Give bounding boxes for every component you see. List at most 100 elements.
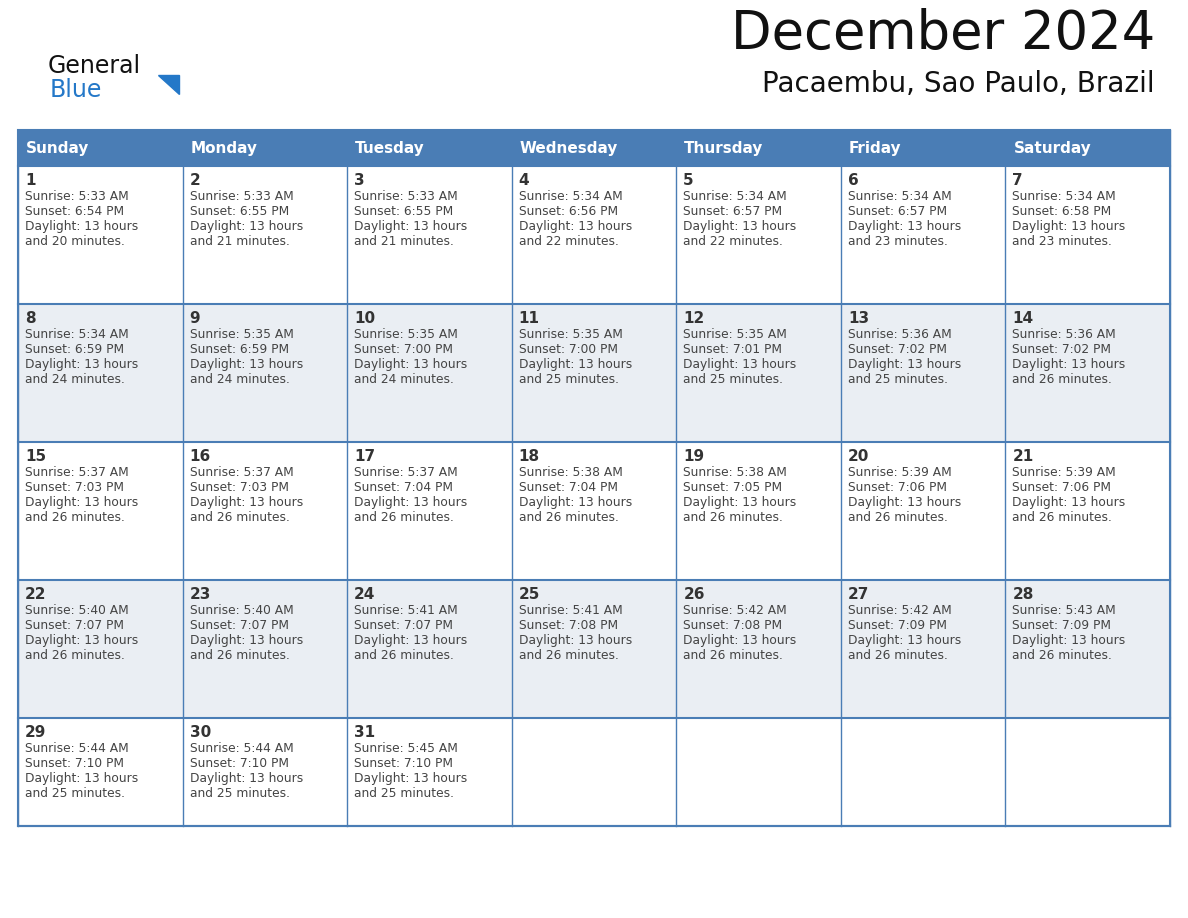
- Text: Daylight: 13 hours: Daylight: 13 hours: [25, 220, 138, 233]
- Text: and 26 minutes.: and 26 minutes.: [848, 649, 948, 662]
- Text: Sunset: 7:07 PM: Sunset: 7:07 PM: [354, 619, 453, 632]
- Text: Tuesday: Tuesday: [355, 140, 425, 155]
- Text: Sunrise: 5:41 AM: Sunrise: 5:41 AM: [354, 604, 457, 617]
- Text: and 26 minutes.: and 26 minutes.: [848, 511, 948, 524]
- Text: 23: 23: [190, 587, 211, 602]
- Text: and 23 minutes.: and 23 minutes.: [848, 235, 948, 248]
- Text: Monday: Monday: [190, 140, 258, 155]
- Text: Sunset: 7:03 PM: Sunset: 7:03 PM: [190, 481, 289, 494]
- Text: Daylight: 13 hours: Daylight: 13 hours: [848, 634, 961, 647]
- Text: 14: 14: [1012, 311, 1034, 326]
- Text: Daylight: 13 hours: Daylight: 13 hours: [683, 220, 796, 233]
- Text: Sunrise: 5:37 AM: Sunrise: 5:37 AM: [190, 466, 293, 479]
- Text: Daylight: 13 hours: Daylight: 13 hours: [1012, 220, 1126, 233]
- Text: Sunset: 7:00 PM: Sunset: 7:00 PM: [354, 343, 453, 356]
- Text: Pacaembu, Sao Paulo, Brazil: Pacaembu, Sao Paulo, Brazil: [763, 70, 1155, 98]
- Text: Sunrise: 5:37 AM: Sunrise: 5:37 AM: [354, 466, 457, 479]
- Text: Daylight: 13 hours: Daylight: 13 hours: [354, 772, 467, 785]
- Text: Sunset: 7:02 PM: Sunset: 7:02 PM: [1012, 343, 1112, 356]
- Text: 31: 31: [354, 725, 375, 740]
- Text: 18: 18: [519, 449, 539, 464]
- Text: Sunset: 6:58 PM: Sunset: 6:58 PM: [1012, 205, 1112, 218]
- Text: Sunset: 7:05 PM: Sunset: 7:05 PM: [683, 481, 783, 494]
- Text: Sunset: 7:10 PM: Sunset: 7:10 PM: [190, 757, 289, 770]
- Bar: [183, 130, 347, 166]
- Text: Daylight: 13 hours: Daylight: 13 hours: [354, 358, 467, 371]
- Text: Daylight: 13 hours: Daylight: 13 hours: [519, 634, 632, 647]
- Text: and 26 minutes.: and 26 minutes.: [25, 511, 125, 524]
- Text: Sunset: 7:06 PM: Sunset: 7:06 PM: [848, 481, 947, 494]
- Bar: [18, 130, 1170, 826]
- Text: and 26 minutes.: and 26 minutes.: [190, 649, 290, 662]
- Text: Sunrise: 5:40 AM: Sunrise: 5:40 AM: [190, 604, 293, 617]
- Text: and 25 minutes.: and 25 minutes.: [848, 373, 948, 386]
- Text: 1: 1: [25, 173, 36, 188]
- Text: and 25 minutes.: and 25 minutes.: [683, 373, 783, 386]
- Text: Sunrise: 5:34 AM: Sunrise: 5:34 AM: [1012, 190, 1117, 203]
- Text: Sunrise: 5:38 AM: Sunrise: 5:38 AM: [519, 466, 623, 479]
- Text: 17: 17: [354, 449, 375, 464]
- Text: Daylight: 13 hours: Daylight: 13 hours: [519, 358, 632, 371]
- Text: 20: 20: [848, 449, 870, 464]
- Text: December 2024: December 2024: [731, 8, 1155, 60]
- Text: Daylight: 13 hours: Daylight: 13 hours: [1012, 634, 1126, 647]
- Text: Sunrise: 5:40 AM: Sunrise: 5:40 AM: [25, 604, 128, 617]
- Text: Saturday: Saturday: [1013, 140, 1092, 155]
- Text: Daylight: 13 hours: Daylight: 13 hours: [190, 358, 303, 371]
- Text: and 26 minutes.: and 26 minutes.: [683, 649, 783, 662]
- Text: Sunrise: 5:37 AM: Sunrise: 5:37 AM: [25, 466, 128, 479]
- Text: Sunset: 6:55 PM: Sunset: 6:55 PM: [190, 205, 289, 218]
- Text: Sunset: 7:10 PM: Sunset: 7:10 PM: [25, 757, 124, 770]
- Text: Daylight: 13 hours: Daylight: 13 hours: [354, 496, 467, 509]
- Text: Sunset: 7:01 PM: Sunset: 7:01 PM: [683, 343, 782, 356]
- Text: and 26 minutes.: and 26 minutes.: [25, 649, 125, 662]
- Bar: [18, 580, 1170, 718]
- Bar: [347, 130, 512, 166]
- Text: Sunrise: 5:43 AM: Sunrise: 5:43 AM: [1012, 604, 1117, 617]
- Text: and 20 minutes.: and 20 minutes.: [25, 235, 125, 248]
- Text: and 25 minutes.: and 25 minutes.: [354, 787, 454, 800]
- Text: Daylight: 13 hours: Daylight: 13 hours: [848, 496, 961, 509]
- Text: Sunrise: 5:33 AM: Sunrise: 5:33 AM: [354, 190, 457, 203]
- Text: Daylight: 13 hours: Daylight: 13 hours: [683, 358, 796, 371]
- Text: and 26 minutes.: and 26 minutes.: [1012, 511, 1112, 524]
- Text: Sunset: 7:09 PM: Sunset: 7:09 PM: [848, 619, 947, 632]
- Text: Sunrise: 5:35 AM: Sunrise: 5:35 AM: [519, 328, 623, 341]
- Text: Sunrise: 5:33 AM: Sunrise: 5:33 AM: [190, 190, 293, 203]
- Text: 21: 21: [1012, 449, 1034, 464]
- Text: Sunset: 7:00 PM: Sunset: 7:00 PM: [519, 343, 618, 356]
- Text: Daylight: 13 hours: Daylight: 13 hours: [848, 220, 961, 233]
- Text: Daylight: 13 hours: Daylight: 13 hours: [25, 358, 138, 371]
- Text: and 26 minutes.: and 26 minutes.: [1012, 649, 1112, 662]
- Text: 7: 7: [1012, 173, 1023, 188]
- Text: Sunset: 6:59 PM: Sunset: 6:59 PM: [190, 343, 289, 356]
- Text: and 26 minutes.: and 26 minutes.: [354, 511, 454, 524]
- Text: 19: 19: [683, 449, 704, 464]
- Text: and 21 minutes.: and 21 minutes.: [190, 235, 290, 248]
- Text: Sunset: 7:10 PM: Sunset: 7:10 PM: [354, 757, 453, 770]
- Text: Sunrise: 5:45 AM: Sunrise: 5:45 AM: [354, 742, 459, 755]
- Text: Daylight: 13 hours: Daylight: 13 hours: [1012, 496, 1126, 509]
- Text: 4: 4: [519, 173, 530, 188]
- Text: 2: 2: [190, 173, 201, 188]
- Bar: [676, 130, 841, 166]
- Text: 30: 30: [190, 725, 210, 740]
- Text: Sunset: 7:03 PM: Sunset: 7:03 PM: [25, 481, 124, 494]
- Text: Sunset: 6:56 PM: Sunset: 6:56 PM: [519, 205, 618, 218]
- Bar: [18, 304, 1170, 442]
- Text: Daylight: 13 hours: Daylight: 13 hours: [25, 496, 138, 509]
- Text: and 26 minutes.: and 26 minutes.: [1012, 373, 1112, 386]
- Text: Sunrise: 5:35 AM: Sunrise: 5:35 AM: [683, 328, 788, 341]
- Polygon shape: [158, 75, 179, 94]
- Text: 3: 3: [354, 173, 365, 188]
- Text: Sunset: 7:02 PM: Sunset: 7:02 PM: [848, 343, 947, 356]
- Text: 10: 10: [354, 311, 375, 326]
- Bar: [512, 130, 676, 166]
- Text: 15: 15: [25, 449, 46, 464]
- Text: Daylight: 13 hours: Daylight: 13 hours: [354, 220, 467, 233]
- Text: and 25 minutes.: and 25 minutes.: [25, 787, 125, 800]
- Text: Sunrise: 5:34 AM: Sunrise: 5:34 AM: [683, 190, 786, 203]
- Text: and 25 minutes.: and 25 minutes.: [519, 373, 619, 386]
- Text: and 22 minutes.: and 22 minutes.: [519, 235, 619, 248]
- Text: Daylight: 13 hours: Daylight: 13 hours: [519, 496, 632, 509]
